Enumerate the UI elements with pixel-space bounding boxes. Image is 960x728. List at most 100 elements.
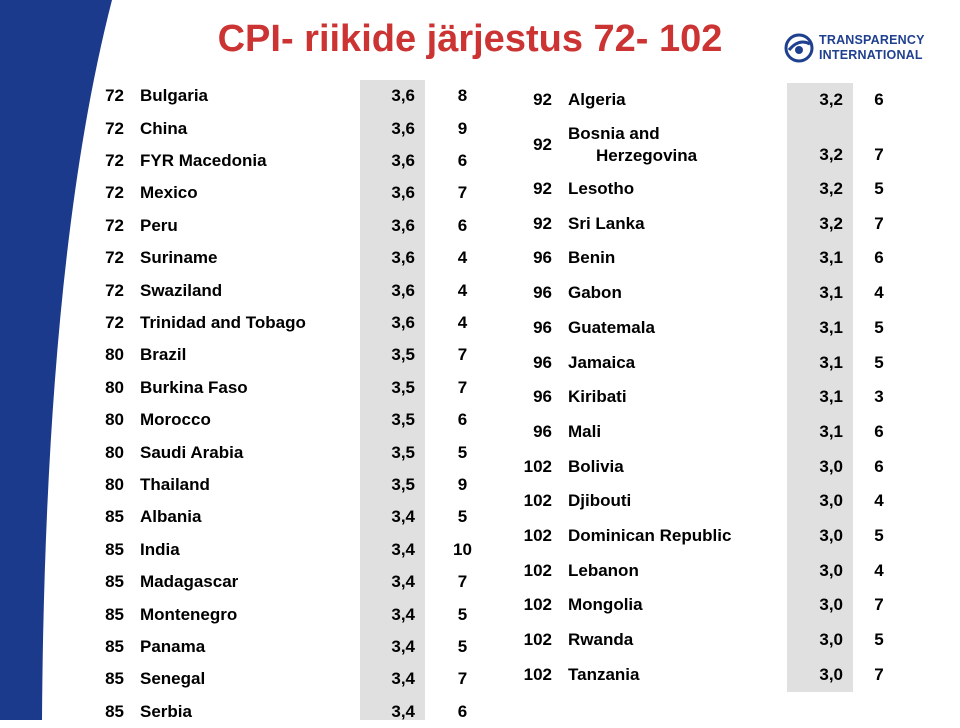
rank: 72 — [105, 280, 124, 300]
surveys: 7 — [457, 345, 468, 365]
score: 3,1 — [819, 248, 843, 268]
rank: 102 — [523, 456, 552, 476]
country: Brazil — [140, 345, 187, 365]
score: 3,6 — [391, 280, 415, 300]
score: 3,6 — [391, 312, 415, 332]
surveys: 5 — [874, 630, 884, 650]
score: 3,4 — [391, 539, 415, 559]
rank: 80 — [105, 442, 124, 462]
rank: 72 — [105, 86, 124, 106]
country: Bolivia — [568, 456, 624, 476]
surveys: 7 — [874, 664, 884, 684]
score: 3,0 — [819, 491, 843, 511]
surveys: 6 — [874, 421, 884, 441]
score: 3,2 — [819, 144, 843, 164]
country: India — [140, 539, 180, 559]
rank: 85 — [105, 636, 124, 656]
rank: 102 — [523, 526, 552, 546]
country: Trinidad and Tobago — [140, 312, 306, 332]
logo: TRANSPARENCY INTERNATIONAL — [783, 30, 943, 70]
surveys: 4 — [874, 560, 884, 580]
country: Senegal — [140, 669, 206, 689]
country: Lebanon — [568, 560, 639, 580]
surveys: 7 — [457, 183, 468, 203]
score: 3,1 — [819, 421, 843, 441]
rank: 85 — [105, 604, 124, 624]
country: Thailand — [140, 474, 210, 494]
country: Mexico — [140, 183, 198, 203]
country: China — [140, 118, 188, 138]
surveys: 5 — [874, 352, 884, 372]
rank: 92 — [533, 213, 552, 233]
score: 3,5 — [391, 442, 415, 462]
rank: 72 — [105, 118, 124, 138]
rank: 72 — [105, 150, 124, 170]
rank: 96 — [533, 387, 552, 407]
country: Benin — [568, 248, 616, 268]
surveys: 6 — [457, 215, 468, 235]
blue-band — [0, 0, 112, 720]
surveys: 7 — [874, 595, 884, 615]
score: 3,5 — [391, 410, 415, 430]
rank: 80 — [105, 474, 124, 494]
logo-icon — [784, 33, 814, 63]
score: 3,6 — [391, 248, 415, 268]
score: 3,2 — [819, 179, 843, 199]
surveys: 6 — [874, 90, 884, 110]
country: Algeria — [568, 90, 626, 110]
country: Tanzania — [568, 664, 640, 684]
rank: 102 — [523, 491, 552, 511]
country: Sri Lanka — [568, 213, 645, 233]
country: Madagascar — [140, 572, 239, 592]
surveys: 6 — [457, 150, 468, 170]
rank: 85 — [105, 669, 124, 689]
surveys: 9 — [457, 118, 468, 138]
country: Serbia — [140, 701, 192, 721]
score: 3,6 — [391, 118, 415, 138]
surveys: 7 — [874, 213, 884, 233]
rank: 72 — [105, 215, 124, 235]
country: Djibouti — [568, 491, 632, 511]
score-column-bg — [360, 80, 425, 720]
rank: 102 — [523, 595, 552, 615]
surveys: 5 — [874, 179, 884, 199]
surveys: 5 — [457, 442, 468, 462]
score: 3,5 — [391, 345, 415, 365]
country: Bosnia and Herzegovina — [568, 123, 698, 165]
rank: 92 — [533, 90, 552, 110]
rank: 96 — [533, 352, 552, 372]
surveys: 5 — [457, 636, 468, 656]
country: Burkina Faso — [140, 377, 248, 397]
surveys: 4 — [457, 248, 468, 268]
score: 3,6 — [391, 183, 415, 203]
country: FYR Macedonia — [140, 150, 267, 170]
score: 3,1 — [819, 317, 843, 337]
score: 3,5 — [391, 377, 415, 397]
rank: 92 — [533, 179, 552, 199]
logo-text: TRANSPARENCY — [819, 33, 925, 47]
country: Rwanda — [568, 630, 634, 650]
rank: 96 — [533, 248, 552, 268]
surveys: 5 — [874, 317, 884, 337]
score: 3,1 — [819, 283, 843, 303]
rank: 80 — [105, 377, 124, 397]
score: 3,4 — [391, 604, 415, 624]
surveys: 6 — [874, 248, 884, 268]
rank: 72 — [105, 248, 124, 268]
score: 3,1 — [819, 352, 843, 372]
country: Swaziland — [140, 280, 223, 300]
surveys: 4 — [874, 283, 884, 303]
country: Suriname — [140, 248, 218, 268]
country: Albania — [140, 507, 202, 527]
surveys: 6 — [874, 456, 884, 476]
country: Mali — [568, 421, 602, 441]
score: 3,1 — [819, 387, 843, 407]
surveys: 9 — [457, 474, 468, 494]
rank: 72 — [105, 312, 124, 332]
score: 3,6 — [391, 86, 415, 106]
rank: 96 — [533, 283, 552, 303]
country: Saudi Arabia — [140, 442, 244, 462]
surveys: 5 — [457, 604, 468, 624]
